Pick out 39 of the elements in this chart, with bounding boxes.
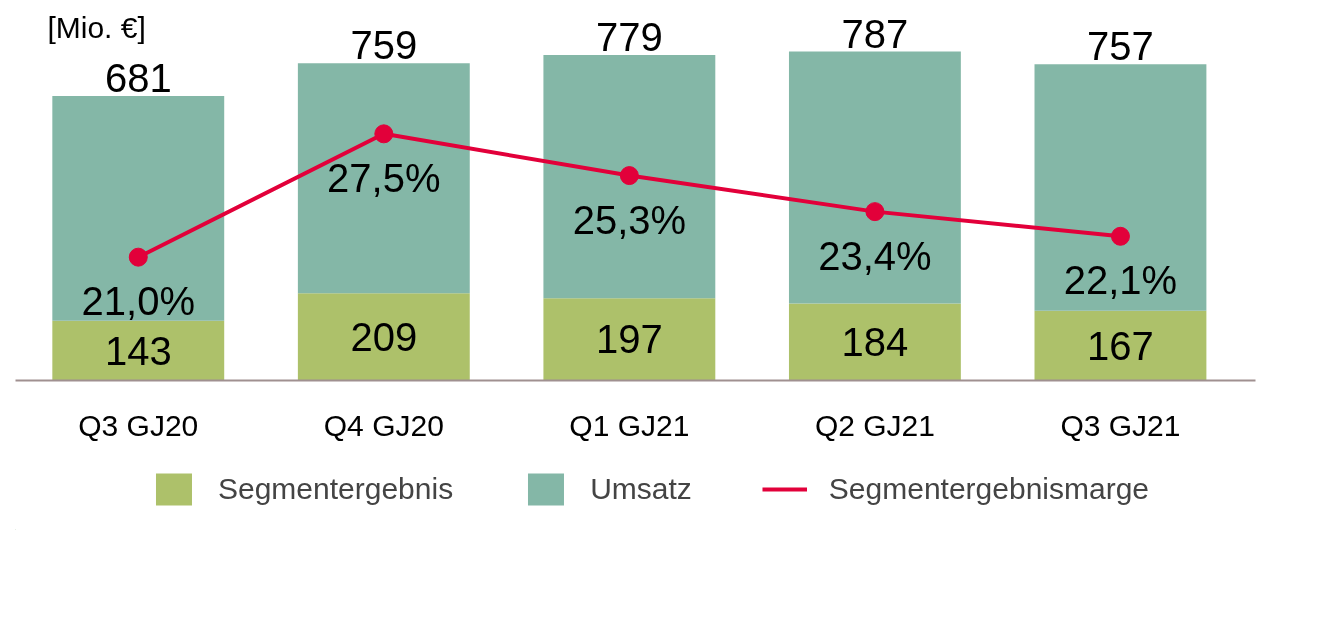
point bbox=[1110, 226, 1130, 246]
data-label: 143 bbox=[104, 328, 172, 373]
legend-label: Segmentergebnis bbox=[217, 472, 454, 506]
legend-label: Umsatz bbox=[590, 472, 692, 506]
bar bbox=[788, 303, 961, 381]
x-tick-label: Q2 GJ21 bbox=[814, 408, 935, 442]
data-label: 167 bbox=[1087, 323, 1154, 368]
point bbox=[128, 247, 148, 267]
x-tick-label: Q3 GJ20 bbox=[78, 408, 199, 442]
total-label: 759 bbox=[350, 23, 418, 68]
bar bbox=[788, 51, 961, 304]
data-label: 22,1% bbox=[1063, 258, 1178, 303]
total-label: 787 bbox=[841, 11, 909, 56]
bar bbox=[1034, 310, 1207, 381]
total-label: 757 bbox=[1087, 24, 1154, 69]
total-label: 779 bbox=[595, 14, 663, 59]
bar bbox=[297, 293, 470, 381]
bar bbox=[543, 298, 716, 381]
bar bbox=[543, 54, 716, 299]
data-label: 21,0% bbox=[81, 279, 195, 324]
bar bbox=[297, 63, 470, 294]
point bbox=[865, 202, 885, 222]
bar bbox=[52, 95, 225, 321]
data-label: 209 bbox=[350, 314, 418, 359]
total-label: 681 bbox=[104, 55, 172, 100]
y-axis-title: [Mio. €] bbox=[47, 10, 146, 44]
x-tick-label: Q1 GJ21 bbox=[569, 408, 690, 442]
data-label: 25,3% bbox=[572, 197, 687, 242]
point bbox=[619, 166, 639, 186]
x-tick-label: Q3 GJ21 bbox=[1060, 408, 1181, 442]
data-label: 23,4% bbox=[818, 233, 932, 278]
data-label: 197 bbox=[595, 317, 663, 362]
x-tick-label: Q4 GJ20 bbox=[323, 408, 444, 442]
point bbox=[374, 124, 394, 144]
bar bbox=[1034, 64, 1207, 311]
data-label: 184 bbox=[841, 320, 909, 365]
legend-label: Segmentergebnismarge bbox=[828, 472, 1150, 506]
data-label: 27,5% bbox=[327, 155, 441, 200]
bar bbox=[52, 320, 225, 381]
